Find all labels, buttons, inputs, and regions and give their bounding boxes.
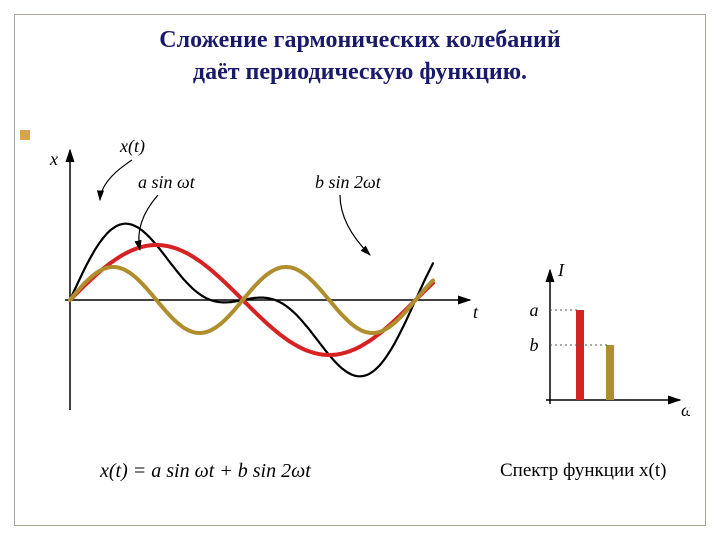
svg-text:ω: ω bbox=[681, 400, 690, 420]
caption-text: Спектр функции x(t) bbox=[500, 460, 666, 481]
svg-text:x: x bbox=[49, 149, 58, 169]
svg-text:b: b bbox=[530, 335, 539, 355]
spectrum-chart: Iω ab bbox=[510, 250, 690, 430]
svg-text:x(t): x(t) bbox=[119, 136, 145, 157]
svg-text:a: a bbox=[530, 300, 539, 320]
title-line-2: даёт периодическую функцию. bbox=[0, 56, 720, 88]
spectrum-caption: Спектр функции x(t) bbox=[500, 460, 666, 482]
waveform-chart: x t x(t) a sin ωt b sin 2ωt bbox=[40, 130, 480, 430]
svg-text:a sin ωt: a sin ωt bbox=[138, 172, 196, 192]
page-title: Сложение гармонических колебаний даёт пе… bbox=[0, 24, 720, 89]
svg-text:b sin 2ωt: b sin 2ωt bbox=[315, 172, 382, 192]
title-line-1: Сложение гармонических колебаний bbox=[0, 24, 720, 56]
bullet-square bbox=[20, 130, 30, 140]
svg-text:t: t bbox=[473, 302, 479, 322]
svg-text:I: I bbox=[557, 260, 565, 280]
sum-formula: x(t) = a sin ωt + b sin 2ωt bbox=[100, 460, 311, 483]
formula-text: x(t) = a sin ωt + b sin 2ωt bbox=[100, 460, 311, 482]
